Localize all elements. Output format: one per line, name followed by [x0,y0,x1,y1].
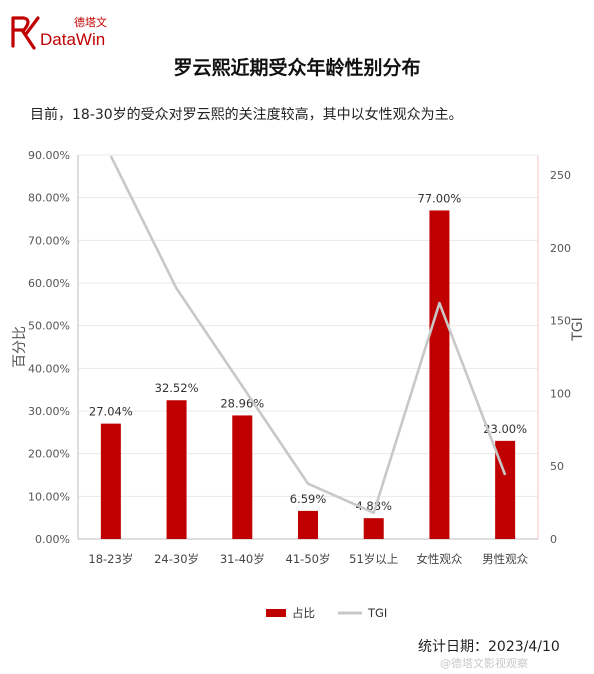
bar [166,400,187,539]
x-tick-label: 24-30岁 [154,552,199,566]
legend-bar-label: 占比 [292,606,315,620]
bar [100,423,121,539]
y-axis-title: 百分比 [12,326,28,368]
datawin-logo: 德塔文 DataWin [10,12,120,52]
y2-tick-label: 150 [550,315,571,328]
chart-subtitle: 目前，18-30岁的受众对罗云熙的关注度较高，其中以女性观众为主。 [30,107,463,123]
x-tick-label: 女性观众 [416,552,462,566]
bar-data-label: 32.52% [155,381,199,395]
bar [363,518,384,539]
chart-title: 罗云熙近期受众年龄性别分布 [173,57,421,79]
y-tick-label: 90.00% [28,149,70,162]
y-tick-label: 40.00% [28,362,70,375]
legend-bar-swatch [266,609,286,617]
brand-name-cn: 德塔文 [74,16,107,29]
y2-axis-title: TGI [570,317,586,342]
x-tick-label: 31-40岁 [220,552,265,566]
statistics-date: 统计日期：2023/4/10 [418,639,560,655]
y-tick-label: 0.00% [35,533,70,546]
bar-data-label: 77.00% [417,191,461,205]
y-tick-label: 80.00% [28,192,70,205]
y2-tick-label: 200 [550,242,571,255]
y2-tick-label: 50 [550,460,564,473]
x-tick-label: 男性观众 [482,552,528,566]
y2-tick-label: 250 [550,169,571,182]
bar [232,415,253,539]
bar [429,210,450,539]
bar-data-label: 6.59% [290,492,327,506]
y2-tick-label: 0 [550,533,557,546]
x-tick-label: 51岁以上 [349,552,398,566]
bar-data-label: 23.00% [483,422,527,436]
bar-data-label: 27.04% [89,405,133,419]
brand-name-en: DataWin [40,30,106,49]
y-tick-label: 70.00% [28,234,70,247]
y-tick-label: 50.00% [28,320,70,333]
datawin-logo-icon [11,16,40,50]
y2-tick-label: 100 [550,387,571,400]
bar [298,510,318,539]
legend-line-label: TGI [367,606,387,620]
watermark: @德塔文影视观察 [440,657,528,670]
x-tick-label: 41-50岁 [286,552,331,566]
y-tick-label: 30.00% [28,405,70,418]
x-tick-label: 18-23岁 [88,552,133,566]
y-tick-label: 20.00% [28,448,70,461]
y-tick-label: 60.00% [28,277,70,290]
y-tick-label: 10.00% [28,490,70,503]
bar-data-label: 28.96% [220,396,264,410]
